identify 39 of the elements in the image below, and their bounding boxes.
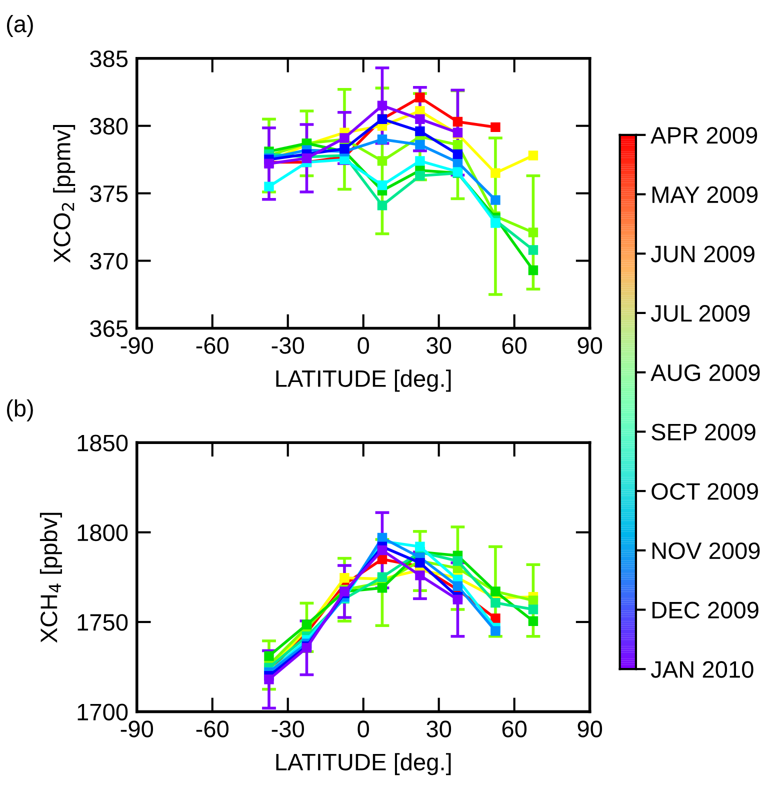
x-tick-label: 90 <box>578 720 602 738</box>
y-tick-label: 1850 <box>78 434 128 452</box>
x-tick-label: 30 <box>426 720 452 738</box>
color-bar-label: AUG 2009 <box>650 364 760 382</box>
y-tick-label: 370 <box>90 252 128 270</box>
y-tick-label: 1800 <box>78 524 128 542</box>
x-tick-label: 60 <box>502 720 527 738</box>
y-axis-title: XCH$_{4}$ [ppbv] <box>40 512 62 643</box>
color-bar-label: SEP 2009 <box>652 424 756 440</box>
x-tick-label: 0 <box>358 720 369 738</box>
color-bar-label: DEC 2009 <box>652 602 758 619</box>
x-axis-title: LATITUDE [deg.] <box>276 753 451 776</box>
x-tick-label: 60 <box>502 337 527 354</box>
color-bar-label: JUL 2009 <box>650 305 750 322</box>
x-tick-label: 30 <box>426 337 452 354</box>
x-tick-label: -90 <box>120 720 154 738</box>
x-tick-label: -30 <box>272 720 304 738</box>
color-bar-label: OCT 2009 <box>652 483 758 500</box>
y-tick-label: 385 <box>90 50 128 68</box>
chart-title: (b) <box>6 399 33 422</box>
color-bar-label: MAY 2009 <box>652 186 758 204</box>
y-axis-title: XCO$_{2}$ [ppmv] <box>53 125 76 263</box>
y-tick-label: 365 <box>90 320 128 338</box>
x-tick-label: -90 <box>120 337 154 354</box>
x-tick-label: 90 <box>578 337 602 354</box>
y-tick-label: 1750 <box>78 614 128 631</box>
color-bar-label: APR 2009 <box>650 126 758 144</box>
x-tick-label: -30 <box>272 337 304 354</box>
y-tick-label: 1700 <box>78 704 128 720</box>
y-tick-label: 375 <box>90 185 128 202</box>
y-tick-label: 380 <box>90 118 128 135</box>
x-axis-title: LATITUDE [deg.] <box>276 370 451 392</box>
x-tick-label: -60 <box>196 720 229 738</box>
x-tick-label: 0 <box>358 337 369 354</box>
chart-title: (a) <box>6 15 33 37</box>
color-bar-label: JAN 2010 <box>650 661 754 678</box>
color-bar-label: NOV 2009 <box>652 542 760 560</box>
color-bar-label: JUN 2009 <box>650 246 754 262</box>
x-tick-label: -60 <box>196 337 229 354</box>
